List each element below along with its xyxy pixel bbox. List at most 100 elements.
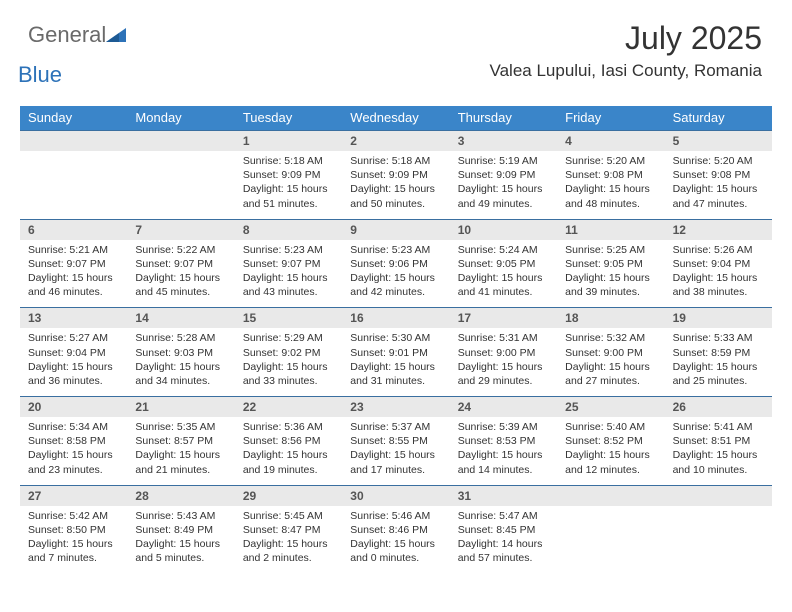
daylight-line-1: Daylight: 15 hours <box>28 537 119 551</box>
calendar-cell <box>665 485 772 574</box>
day-details: Sunrise: 5:20 AMSunset: 9:08 PMDaylight:… <box>665 151 772 219</box>
day-details <box>665 506 772 568</box>
day-details: Sunrise: 5:45 AMSunset: 8:47 PMDaylight:… <box>235 506 342 574</box>
calendar-cell: 2Sunrise: 5:18 AMSunset: 9:09 PMDaylight… <box>342 130 449 219</box>
sunrise-line: Sunrise: 5:34 AM <box>28 420 119 434</box>
sunrise-line: Sunrise: 5:36 AM <box>243 420 334 434</box>
sunset-line: Sunset: 9:05 PM <box>565 257 656 271</box>
sunset-line: Sunset: 8:51 PM <box>673 434 764 448</box>
sunrise-line: Sunrise: 5:47 AM <box>458 509 549 523</box>
sunset-line: Sunset: 9:07 PM <box>243 257 334 271</box>
day-number: 7 <box>127 219 234 240</box>
dayname-thursday: Thursday <box>450 106 557 130</box>
daylight-line-2: and 45 minutes. <box>135 285 226 299</box>
sunrise-line: Sunrise: 5:32 AM <box>565 331 656 345</box>
sunset-line: Sunset: 8:56 PM <box>243 434 334 448</box>
day-details: Sunrise: 5:25 AMSunset: 9:05 PMDaylight:… <box>557 240 664 308</box>
sunrise-line: Sunrise: 5:33 AM <box>673 331 764 345</box>
dayname-monday: Monday <box>127 106 234 130</box>
daylight-line-1: Daylight: 15 hours <box>135 360 226 374</box>
day-number: 13 <box>20 307 127 328</box>
daylight-line-1: Daylight: 15 hours <box>673 182 764 196</box>
day-number: 22 <box>235 396 342 417</box>
calendar-cell: 30Sunrise: 5:46 AMSunset: 8:46 PMDayligh… <box>342 485 449 574</box>
day-details: Sunrise: 5:24 AMSunset: 9:05 PMDaylight:… <box>450 240 557 308</box>
calendar-cell: 11Sunrise: 5:25 AMSunset: 9:05 PMDayligh… <box>557 219 664 308</box>
sunset-line: Sunset: 8:50 PM <box>28 523 119 537</box>
daylight-line-1: Daylight: 15 hours <box>565 360 656 374</box>
day-details: Sunrise: 5:41 AMSunset: 8:51 PMDaylight:… <box>665 417 772 485</box>
day-number: 31 <box>450 485 557 506</box>
sunset-line: Sunset: 8:55 PM <box>350 434 441 448</box>
day-details: Sunrise: 5:46 AMSunset: 8:46 PMDaylight:… <box>342 506 449 574</box>
day-number: 12 <box>665 219 772 240</box>
sunset-line: Sunset: 9:06 PM <box>350 257 441 271</box>
day-number: 14 <box>127 307 234 328</box>
daylight-line-2: and 57 minutes. <box>458 551 549 565</box>
sunset-line: Sunset: 9:07 PM <box>28 257 119 271</box>
day-details: Sunrise: 5:20 AMSunset: 9:08 PMDaylight:… <box>557 151 664 219</box>
day-number <box>20 130 127 151</box>
day-number: 18 <box>557 307 664 328</box>
daylight-line-1: Daylight: 15 hours <box>135 448 226 462</box>
sunrise-line: Sunrise: 5:30 AM <box>350 331 441 345</box>
daylight-line-2: and 5 minutes. <box>135 551 226 565</box>
sunrise-line: Sunrise: 5:25 AM <box>565 243 656 257</box>
sunset-line: Sunset: 9:00 PM <box>565 346 656 360</box>
day-details: Sunrise: 5:35 AMSunset: 8:57 PMDaylight:… <box>127 417 234 485</box>
sunrise-line: Sunrise: 5:37 AM <box>350 420 441 434</box>
sunset-line: Sunset: 9:08 PM <box>565 168 656 182</box>
day-number: 27 <box>20 485 127 506</box>
day-number: 2 <box>342 130 449 151</box>
day-number: 3 <box>450 130 557 151</box>
day-number: 20 <box>20 396 127 417</box>
calendar-cell: 14Sunrise: 5:28 AMSunset: 9:03 PMDayligh… <box>127 307 234 396</box>
sunrise-line: Sunrise: 5:46 AM <box>350 509 441 523</box>
day-details: Sunrise: 5:47 AMSunset: 8:45 PMDaylight:… <box>450 506 557 574</box>
sunrise-line: Sunrise: 5:43 AM <box>135 509 226 523</box>
sunrise-line: Sunrise: 5:41 AM <box>673 420 764 434</box>
calendar-cell: 26Sunrise: 5:41 AMSunset: 8:51 PMDayligh… <box>665 396 772 485</box>
sunrise-line: Sunrise: 5:27 AM <box>28 331 119 345</box>
daylight-line-2: and 39 minutes. <box>565 285 656 299</box>
day-details <box>20 151 127 213</box>
daylight-line-1: Daylight: 15 hours <box>28 448 119 462</box>
daylight-line-1: Daylight: 15 hours <box>458 448 549 462</box>
day-number: 11 <box>557 219 664 240</box>
calendar-cell: 23Sunrise: 5:37 AMSunset: 8:55 PMDayligh… <box>342 396 449 485</box>
calendar-cell: 6Sunrise: 5:21 AMSunset: 9:07 PMDaylight… <box>20 219 127 308</box>
sunset-line: Sunset: 8:57 PM <box>135 434 226 448</box>
day-details: Sunrise: 5:40 AMSunset: 8:52 PMDaylight:… <box>557 417 664 485</box>
calendar-cell: 29Sunrise: 5:45 AMSunset: 8:47 PMDayligh… <box>235 485 342 574</box>
daylight-line-2: and 50 minutes. <box>350 197 441 211</box>
calendar-cell <box>557 485 664 574</box>
calendar-cell: 25Sunrise: 5:40 AMSunset: 8:52 PMDayligh… <box>557 396 664 485</box>
sunrise-line: Sunrise: 5:31 AM <box>458 331 549 345</box>
sunrise-line: Sunrise: 5:29 AM <box>243 331 334 345</box>
sunrise-line: Sunrise: 5:22 AM <box>135 243 226 257</box>
sunset-line: Sunset: 9:02 PM <box>243 346 334 360</box>
sunrise-line: Sunrise: 5:45 AM <box>243 509 334 523</box>
sunset-line: Sunset: 9:09 PM <box>458 168 549 182</box>
day-number: 24 <box>450 396 557 417</box>
sunrise-line: Sunrise: 5:35 AM <box>135 420 226 434</box>
daylight-line-1: Daylight: 15 hours <box>673 360 764 374</box>
daylight-line-1: Daylight: 15 hours <box>458 271 549 285</box>
calendar-cell: 16Sunrise: 5:30 AMSunset: 9:01 PMDayligh… <box>342 307 449 396</box>
dayname-tuesday: Tuesday <box>235 106 342 130</box>
day-details: Sunrise: 5:28 AMSunset: 9:03 PMDaylight:… <box>127 328 234 396</box>
day-details: Sunrise: 5:34 AMSunset: 8:58 PMDaylight:… <box>20 417 127 485</box>
sunset-line: Sunset: 8:53 PM <box>458 434 549 448</box>
calendar-week: 20Sunrise: 5:34 AMSunset: 8:58 PMDayligh… <box>20 396 772 485</box>
daylight-line-2: and 43 minutes. <box>243 285 334 299</box>
daylight-line-2: and 47 minutes. <box>673 197 764 211</box>
day-number: 30 <box>342 485 449 506</box>
daylight-line-2: and 41 minutes. <box>458 285 549 299</box>
daylight-line-2: and 34 minutes. <box>135 374 226 388</box>
daylight-line-2: and 21 minutes. <box>135 463 226 477</box>
daylight-line-1: Daylight: 15 hours <box>350 448 441 462</box>
sunset-line: Sunset: 9:05 PM <box>458 257 549 271</box>
calendar-cell: 1Sunrise: 5:18 AMSunset: 9:09 PMDaylight… <box>235 130 342 219</box>
day-number: 29 <box>235 485 342 506</box>
day-details: Sunrise: 5:21 AMSunset: 9:07 PMDaylight:… <box>20 240 127 308</box>
